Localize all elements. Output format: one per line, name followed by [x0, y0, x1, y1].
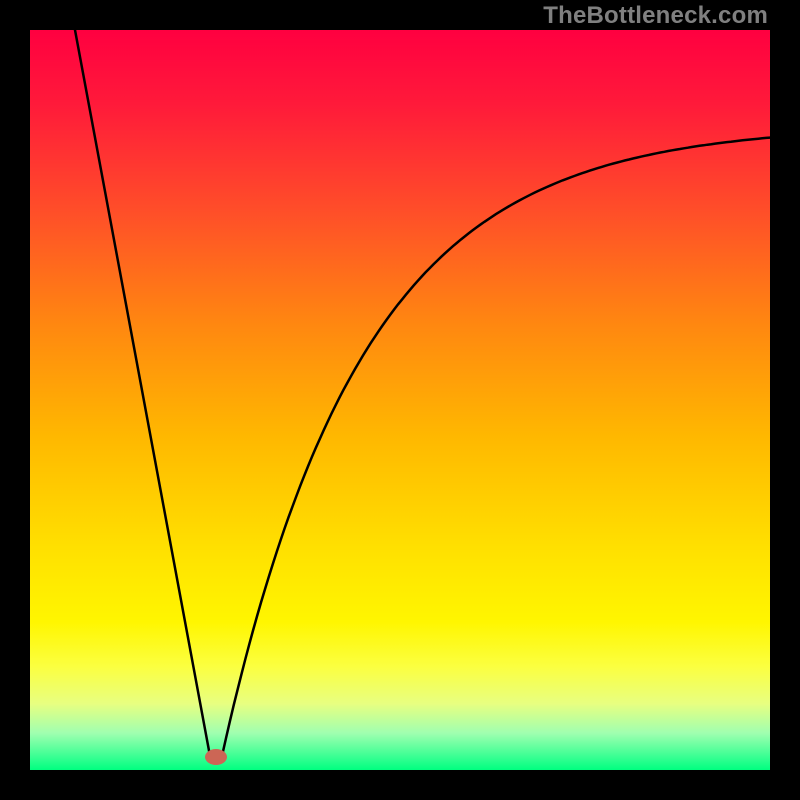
curve-layer [30, 30, 770, 770]
bottleneck-curve [75, 30, 770, 756]
chart-frame: TheBottleneck.com [0, 0, 800, 800]
plot-area [30, 30, 770, 770]
watermark-text: TheBottleneck.com [543, 2, 768, 30]
minimum-marker [205, 749, 227, 765]
